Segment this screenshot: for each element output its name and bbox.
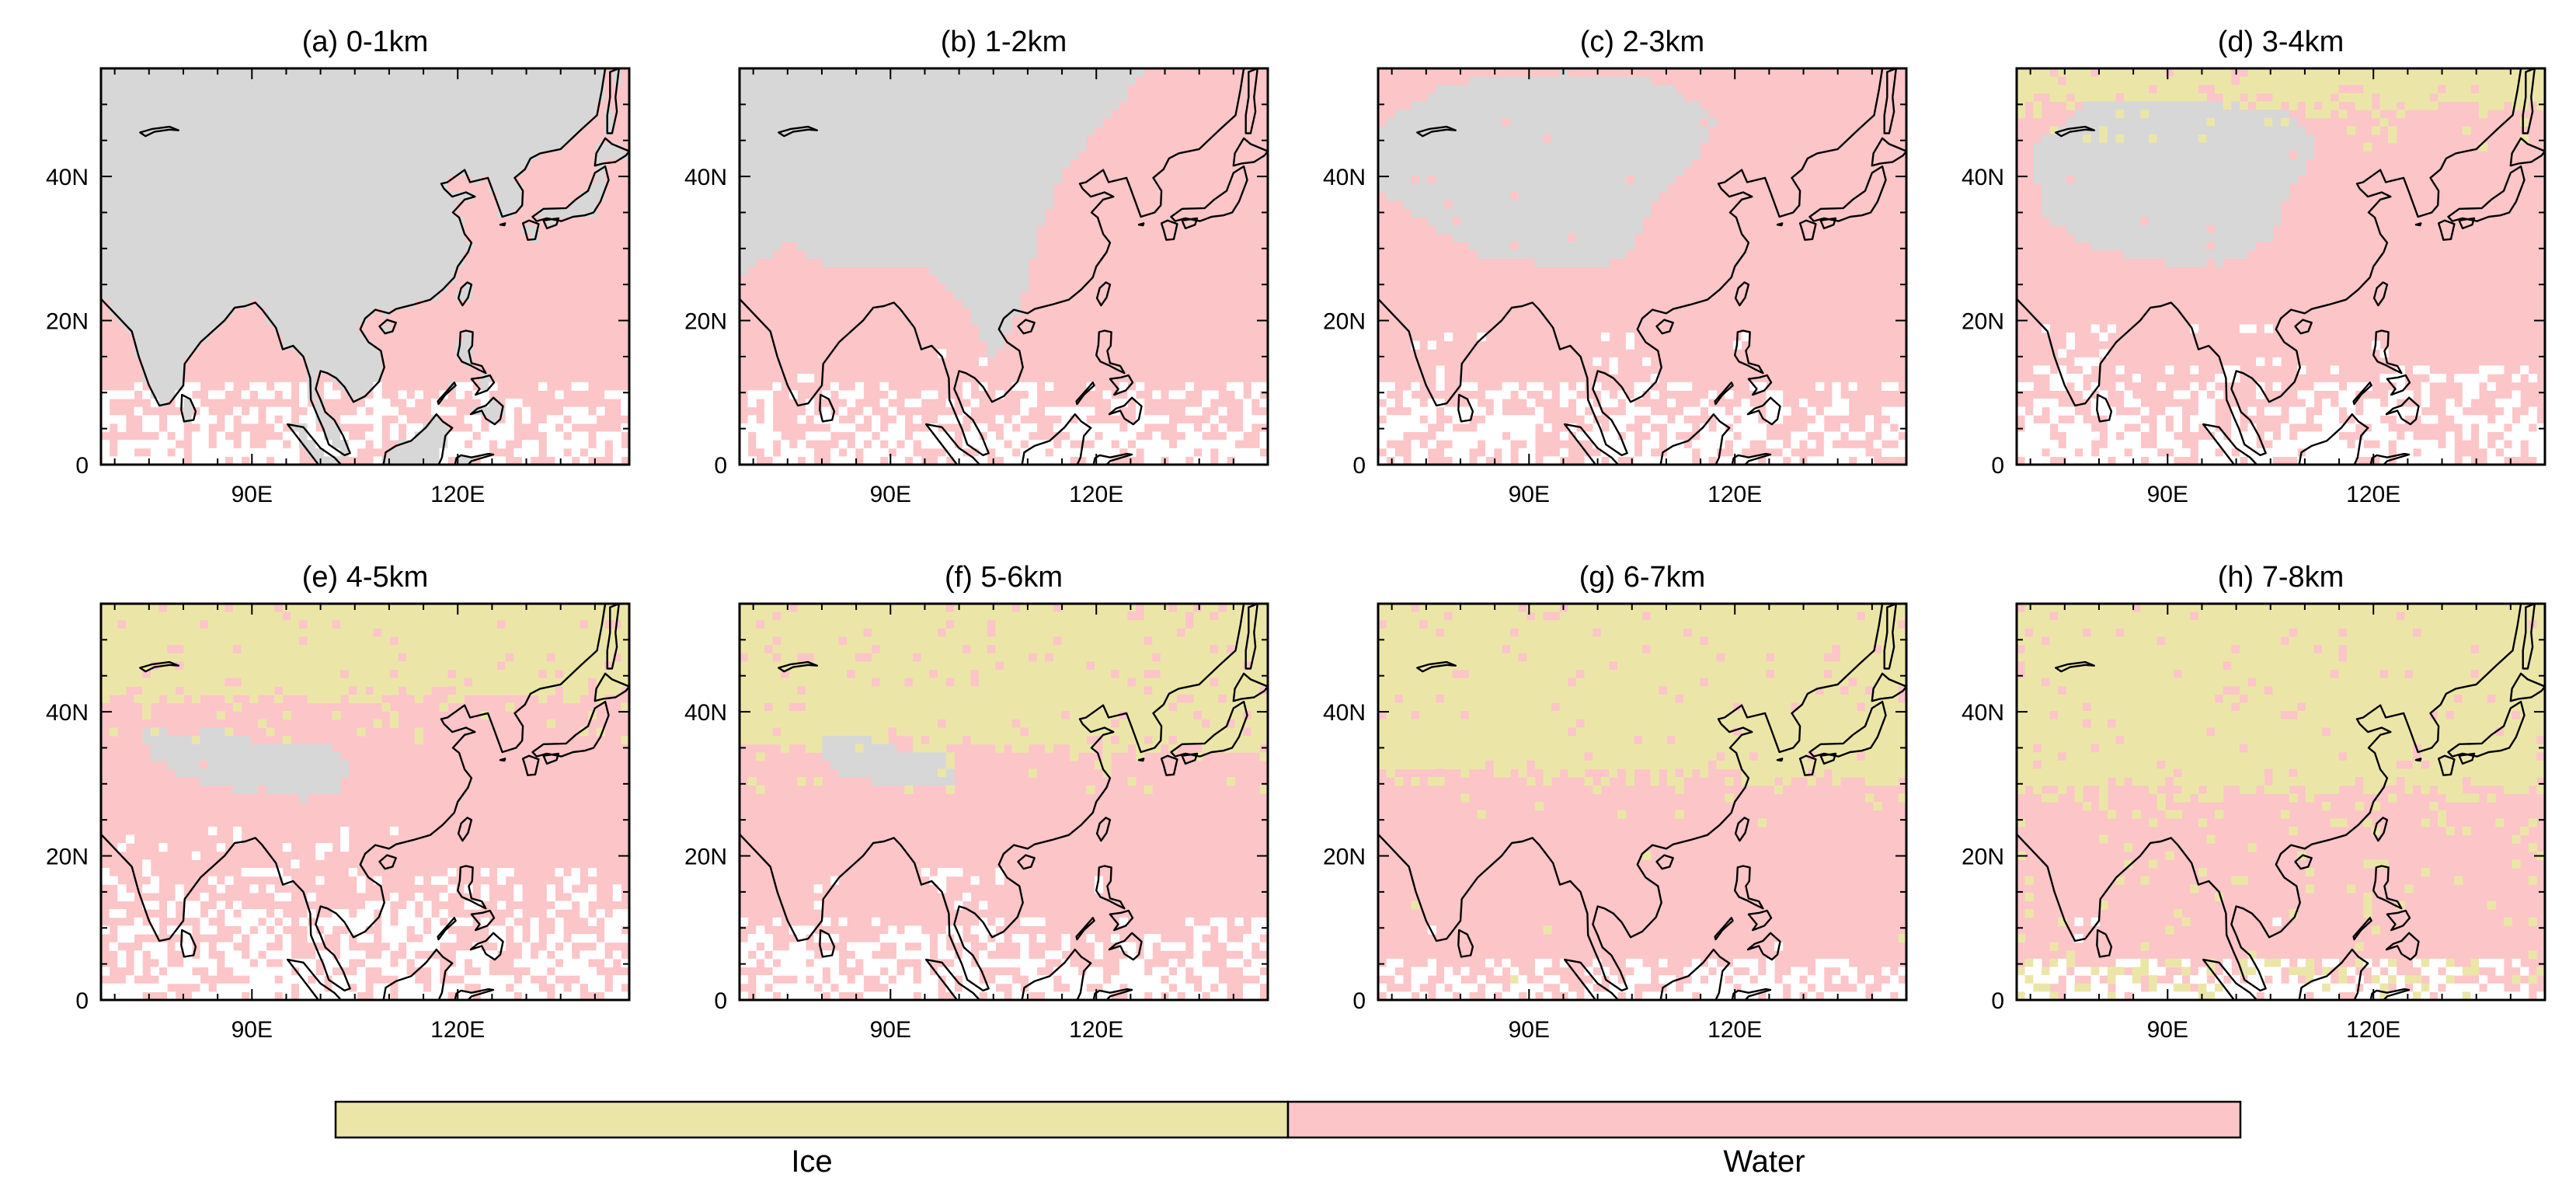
lat-tick-label: 20N	[46, 845, 89, 870]
lat-tick-label: 0	[75, 453, 89, 479]
lat-tick-label: 0	[1352, 453, 1366, 479]
tick-marks	[101, 603, 630, 1001]
lat-tick-label: 40N	[46, 700, 89, 726]
lat-tick-label: 20N	[684, 309, 727, 335]
panel-title: (d) 3-4km	[2218, 26, 2345, 58]
lat-tick-label: 40N	[684, 700, 727, 726]
panel-title: (g) 6-7km	[1579, 561, 1706, 594]
coastline	[2017, 604, 2545, 1000]
panel-title: (h) 7-8km	[2218, 561, 2345, 594]
lat-tick-label: 20N	[46, 309, 89, 335]
tick-marks	[1378, 68, 1907, 465]
map-panel: (g) 6-7km 90E 120E 0 20N 40N	[1323, 561, 1908, 1043]
lat-tick-label: 40N	[1323, 700, 1366, 726]
phase-grid	[101, 604, 629, 1000]
phase-grid	[101, 68, 629, 465]
map-frame	[738, 67, 1269, 466]
phase-grid	[1378, 604, 1906, 1000]
tick-marks	[1378, 603, 1907, 1001]
colorbar-label-ice: Ice	[791, 1144, 832, 1179]
lat-tick-label: 0	[714, 988, 727, 1014]
panel-title: (a) 0-1km	[302, 26, 429, 58]
lon-tick-label: 120E	[1069, 482, 1123, 507]
colorbar: Ice Water	[334, 1100, 2242, 1179]
coastline	[740, 68, 1268, 465]
map-frame	[99, 67, 631, 466]
tick-marks	[101, 68, 630, 465]
colorbar-water-segment	[1286, 1100, 2242, 1139]
lon-tick-label: 90E	[1509, 482, 1550, 507]
tick-marks	[740, 603, 1269, 1001]
phase-grid	[2017, 68, 2545, 465]
map-panel: (b) 1-2km 90E 120E 0 20N 40N	[684, 26, 1269, 507]
map-frame	[1377, 67, 1908, 466]
lat-tick-label: 0	[714, 453, 727, 479]
coastline	[101, 68, 629, 465]
coastline	[2017, 68, 2545, 465]
map-panel: (f) 5-6km 90E 120E 0 20N 40N	[684, 561, 1269, 1043]
lat-tick-label: 20N	[1962, 309, 2004, 335]
tick-marks	[740, 68, 1269, 465]
lat-tick-label: 40N	[1962, 165, 2004, 190]
lat-tick-label: 20N	[1323, 845, 1366, 870]
lon-tick-label: 90E	[870, 1017, 911, 1043]
lat-tick-label: 40N	[684, 165, 727, 190]
lon-tick-label: 120E	[430, 1017, 485, 1043]
map-panel: (c) 2-3km 90E 120E 0 20N 40N	[1323, 26, 1908, 507]
lat-tick-label: 0	[1991, 988, 2004, 1014]
lon-tick-label: 120E	[2346, 482, 2400, 507]
lon-tick-label: 90E	[231, 1017, 273, 1043]
lon-tick-label: 90E	[870, 482, 911, 507]
map-frame	[1377, 602, 1908, 1002]
map-panel: (a) 0-1km 90E 120E 0 20N 40N	[46, 26, 631, 507]
panel-title: (f) 5-6km	[945, 561, 1063, 594]
lat-tick-label: 20N	[1962, 845, 2004, 870]
map-panel: (d) 3-4km 90E 120E 0 20N 40N	[1962, 26, 2546, 507]
lon-tick-label: 90E	[2147, 482, 2188, 507]
lat-tick-label: 40N	[1323, 165, 1366, 190]
map-frame	[738, 602, 1269, 1002]
lon-tick-label: 120E	[430, 482, 485, 507]
panel-title: (e) 4-5km	[302, 561, 429, 594]
lat-tick-label: 40N	[1962, 700, 2004, 726]
map-frame	[2015, 602, 2546, 1002]
lon-tick-label: 90E	[231, 482, 273, 507]
phase-grid	[740, 68, 1268, 465]
phase-grid	[2017, 604, 2545, 1000]
map-frame	[99, 602, 631, 1002]
lat-tick-label: 20N	[684, 845, 727, 870]
lon-tick-label: 120E	[1707, 482, 1762, 507]
lon-tick-label: 90E	[1509, 1017, 1550, 1043]
lon-tick-label: 120E	[1707, 1017, 1762, 1043]
lon-tick-label: 90E	[2147, 1017, 2188, 1043]
phase-grid	[1378, 68, 1906, 465]
map-frame	[2015, 67, 2546, 466]
lat-tick-label: 20N	[1323, 309, 1366, 335]
lon-tick-label: 120E	[1069, 1017, 1123, 1043]
coastline	[101, 604, 629, 1000]
map-panel: (e) 4-5km 90E 120E 0 20N 40N	[46, 561, 631, 1043]
colorbar-ice-segment	[334, 1100, 1290, 1139]
lat-tick-label: 40N	[46, 165, 89, 190]
panel-title: (c) 2-3km	[1580, 26, 1704, 58]
lon-tick-label: 120E	[2346, 1017, 2400, 1043]
coastline	[740, 604, 1268, 1000]
tick-marks	[2017, 68, 2546, 465]
coastline	[1378, 604, 1906, 1000]
tick-marks	[2017, 603, 2546, 1001]
coastline	[1378, 68, 1906, 465]
lat-tick-label: 0	[1352, 988, 1366, 1014]
map-panel: (h) 7-8km 90E 120E 0 20N 40N	[1962, 561, 2546, 1043]
lat-tick-label: 0	[1991, 453, 2004, 479]
lat-tick-label: 0	[75, 988, 89, 1014]
panel-title: (b) 1-2km	[941, 26, 1067, 58]
colorbar-label-water: Water	[1723, 1144, 1805, 1179]
